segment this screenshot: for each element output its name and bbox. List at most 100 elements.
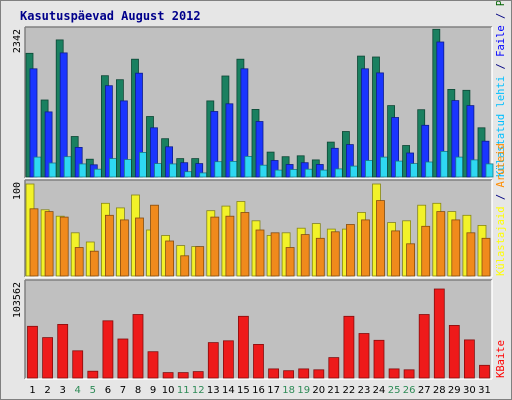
- bar: [300, 234, 310, 277]
- bar: [358, 333, 370, 379]
- bar: [180, 255, 190, 277]
- x-tick-label: 22: [343, 385, 356, 396]
- x-tick-label: 3: [60, 385, 66, 396]
- x-tick-label: 5: [90, 385, 96, 396]
- bar: [78, 163, 87, 178]
- bar: [403, 369, 415, 379]
- bar: [470, 159, 479, 178]
- bar: [328, 357, 340, 379]
- x-tick-label: 18: [282, 385, 295, 396]
- bar: [199, 172, 208, 178]
- x-tick-label: 15: [237, 385, 250, 396]
- x-tick-label: 14: [222, 385, 235, 396]
- bar: [361, 219, 370, 277]
- x-tick-label: 31: [478, 385, 491, 396]
- bar: [120, 100, 128, 178]
- legend-entry: Külastatud lehti: [495, 76, 507, 177]
- legend-entry: Pöördumisi: [495, 1, 507, 6]
- x-tick-label: 21: [327, 385, 340, 396]
- bar: [466, 232, 476, 277]
- x-axis-ticks: 1 2 3 4 5 6 7 8 9 10 11 12 13 14 15 16 17 18 19 20 21 22 23 24 2…: [29, 385, 491, 396]
- legend-bytes: KBaite: [495, 340, 507, 378]
- bar: [270, 232, 280, 277]
- chart-title: Kasutuspäevad August 2012: [20, 9, 201, 23]
- bar: [59, 216, 69, 277]
- bar: [349, 165, 358, 178]
- bar: [237, 315, 249, 379]
- bar: [120, 219, 129, 277]
- bar: [410, 163, 419, 178]
- bar: [59, 52, 68, 178]
- x-tick-label: 23: [358, 385, 371, 396]
- bar: [330, 147, 339, 178]
- bar: [102, 320, 114, 379]
- bar: [44, 211, 54, 277]
- legend-entry: Külastajaid: [495, 206, 507, 276]
- bar: [42, 337, 53, 379]
- x-tick-label: 24: [373, 385, 386, 396]
- legend-visitors: Külastajaid / Aruteid: [495, 143, 507, 276]
- bar: [229, 160, 238, 178]
- bar: [451, 100, 460, 178]
- bar: [451, 219, 461, 277]
- bar: [448, 324, 460, 379]
- bar: [345, 144, 354, 178]
- chart-panels: 2342 Külastatud lehti / Faile / Pöördumis…: [12, 1, 507, 380]
- bar: [255, 121, 264, 178]
- bar: [345, 224, 355, 277]
- x-tick-label: 16: [252, 385, 265, 396]
- bar: [285, 247, 295, 277]
- bar: [165, 146, 174, 178]
- bar: [315, 237, 325, 277]
- bar: [93, 168, 102, 178]
- x-tick-label: 27: [418, 385, 431, 396]
- bar: [298, 368, 310, 379]
- bar: [165, 240, 175, 277]
- bar: [44, 111, 53, 178]
- bar: [139, 151, 147, 178]
- bar: [29, 208, 39, 277]
- bar: [380, 156, 388, 178]
- bar: [150, 204, 159, 277]
- x-tick-label: 8: [135, 385, 141, 396]
- bar: [74, 247, 84, 277]
- bar: [29, 68, 38, 178]
- bar: [319, 169, 328, 178]
- bar: [391, 230, 401, 277]
- bar: [479, 364, 490, 379]
- x-tick-label: 9: [150, 385, 156, 396]
- bar: [207, 342, 219, 379]
- bar: [63, 156, 72, 178]
- bar: [388, 368, 400, 379]
- bar: [365, 160, 373, 178]
- x-tick-label: 11: [177, 385, 190, 396]
- bar: [225, 103, 234, 178]
- bars-visitors: [25, 183, 491, 277]
- bar: [124, 159, 132, 178]
- bar: [481, 140, 490, 178]
- y-tick-label: 2342: [12, 29, 23, 53]
- bar: [463, 339, 475, 379]
- bar: [433, 288, 445, 379]
- bar: [154, 163, 162, 178]
- bar: [225, 215, 235, 277]
- bar: [334, 168, 343, 178]
- legend-entry: /: [495, 6, 507, 25]
- bar: [240, 68, 249, 178]
- bar: [192, 371, 204, 379]
- bar: [33, 156, 42, 178]
- bar: [74, 146, 83, 178]
- bar: [253, 343, 264, 379]
- bar: [89, 250, 99, 277]
- bar: [259, 164, 268, 178]
- bars-visits: [25, 28, 494, 178]
- x-tick-label: 17: [267, 385, 280, 396]
- panel-visits: 2342 Külastatud lehti / Faile / Pöördumis…: [12, 1, 507, 179]
- legend-visits: Külastatud lehti / Faile / Pöördumisi: [495, 1, 507, 177]
- bar: [135, 217, 144, 277]
- bar: [373, 339, 385, 379]
- bar: [184, 171, 193, 178]
- bar: [177, 372, 189, 379]
